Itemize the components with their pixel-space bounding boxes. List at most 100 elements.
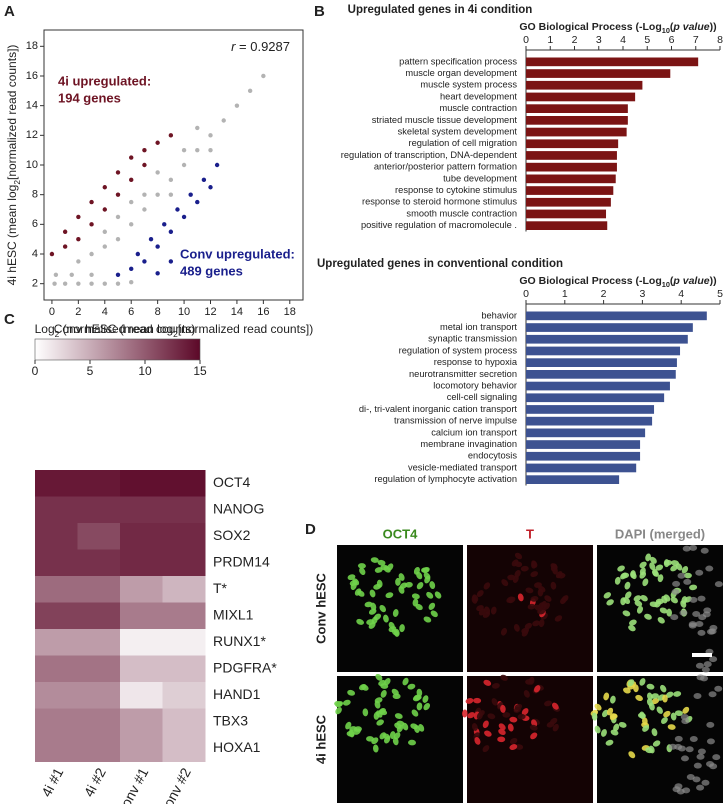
image-column-label: OCT4 [383,526,418,541]
nucleus [609,713,618,721]
nucleus [509,744,518,750]
micrograph [461,674,593,803]
nucleus [712,754,721,761]
nucleus [664,560,673,566]
nucleus [692,611,701,618]
nucleus [359,684,367,691]
nucleus [636,606,644,614]
nucleus [550,581,557,590]
nucleus [602,709,609,718]
colorbar-title: Log2 (normalised read counts) [35,322,196,339]
nucleus [639,561,647,569]
bar [526,57,699,67]
text-part: 4i hESC (mean log [5,185,19,286]
point [52,281,57,286]
nucleus [652,569,659,577]
x-tick-label: 0 [523,288,529,300]
point [62,281,68,286]
nucleus [476,590,484,597]
nucleus [555,571,563,579]
colorbar-tick-label: 0 [32,364,39,378]
point [142,162,147,168]
nucleus [521,708,529,716]
nucleus [679,609,688,616]
nucleus [697,748,706,755]
point [155,140,160,145]
point [155,192,160,197]
heat-cell [77,735,121,762]
nucleus [591,712,598,721]
point [53,272,59,277]
category-label: regulation of system process [399,345,518,355]
nucleus [677,745,686,752]
point [155,244,160,249]
nucleus [624,581,631,590]
category-label: membrane invagination [420,439,517,449]
point [129,279,134,285]
point [162,222,167,227]
nucleus [682,787,691,794]
row-label: TBX3 [213,712,248,728]
nucleus [680,600,687,608]
nucleus [384,735,391,744]
point [195,199,200,205]
nucleus [696,784,705,791]
nucleus [416,702,423,711]
category-label: endocytosis [468,451,517,461]
nucleus [394,713,403,720]
nucleus [644,613,652,620]
category-label: regulation of cell migration [408,138,517,148]
category-label: synaptic transmission [428,334,517,344]
nucleus [703,607,712,614]
image-column-label: DAPI (merged) [615,526,705,541]
image-row-label: 4i hESC [313,714,328,764]
nucleus [623,687,631,694]
x-tick-label: 0 [523,34,529,46]
nucleus [606,707,614,716]
nucleus [697,629,706,636]
nucleus [670,596,678,604]
point [195,147,200,153]
nucleus [509,716,518,723]
nucleus [537,588,544,597]
nucleus [682,545,691,552]
point [168,177,174,183]
point [142,207,147,212]
nucleus [614,576,621,585]
category-label: muscle organ development [405,68,517,78]
nucleus [603,592,612,599]
nucleus [391,688,399,696]
nucleus [677,572,686,579]
colorbar-tick-label: 15 [193,364,207,378]
panel-label: A [4,3,15,20]
nucleus [347,574,356,581]
nucleus [359,567,366,576]
point [214,162,220,168]
nucleus [633,595,642,602]
category-label: heart development [440,91,517,101]
bar [526,197,611,207]
row-label: HAND1 [213,686,261,702]
nucleus [695,569,704,576]
nucleus [530,596,539,602]
nucleus [422,695,429,703]
nucleus [514,561,523,568]
bar [526,186,614,195]
heat-cell [35,655,78,683]
nucleus [649,562,656,571]
nucleus [418,724,425,732]
nucleus [474,737,481,745]
nucleus [673,691,682,697]
row-label: T* [213,580,228,596]
y-tick-label: 4 [32,248,38,260]
point [261,73,266,79]
category-label: neurotransmitter secretion [409,369,517,379]
nucleus [663,710,671,718]
x-tick-label: 6 [669,34,675,46]
micrograph [597,544,723,673]
nucleus [411,709,419,717]
heat-cell [162,470,206,497]
nucleus [681,566,689,574]
nucleus [428,602,436,610]
